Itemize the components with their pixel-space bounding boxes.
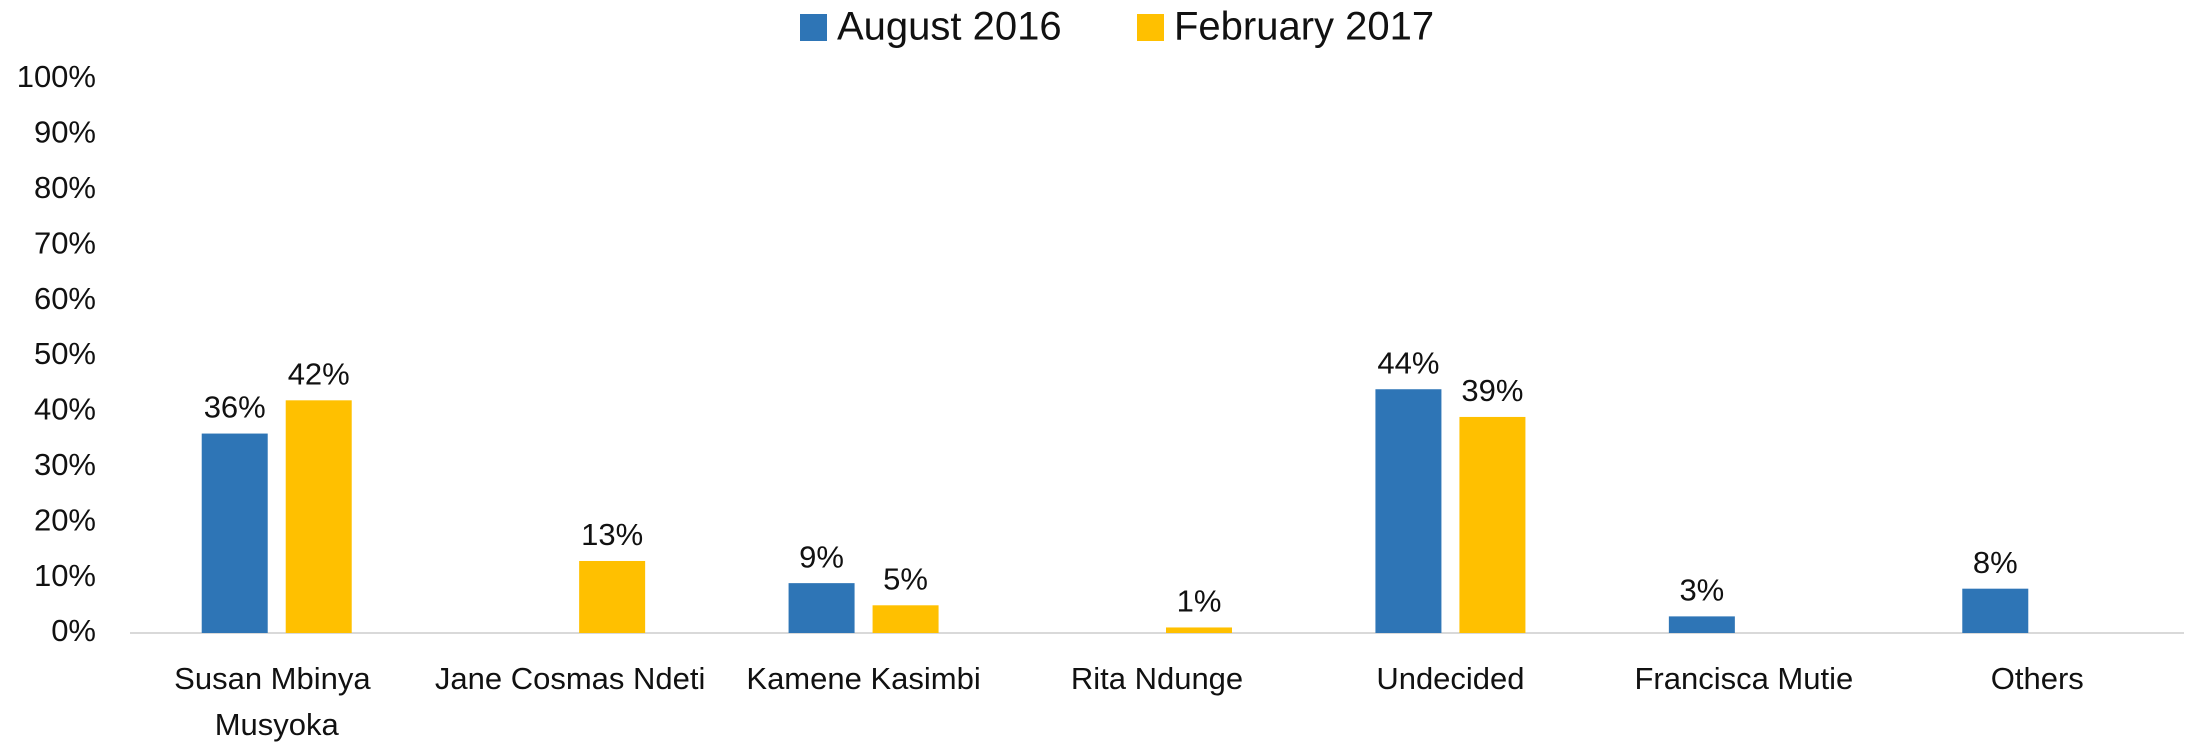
data-label: 36% xyxy=(204,390,266,425)
data-label: 5% xyxy=(883,561,928,596)
bar xyxy=(201,433,268,633)
y-tick-label: 10% xyxy=(34,558,96,593)
x-tick-label-line: Susan Mbinya xyxy=(174,661,379,696)
y-tick-label: 70% xyxy=(34,225,96,260)
y-tick-label: 30% xyxy=(34,447,96,482)
data-label: 39% xyxy=(1461,373,1523,408)
bar xyxy=(1668,616,1735,633)
bar xyxy=(1962,588,2029,633)
bar xyxy=(285,400,352,633)
x-tick-label: Susan Mbinya Musyoka xyxy=(174,661,379,742)
data-label: 42% xyxy=(288,357,350,392)
legend-text: August 2016 xyxy=(837,5,1062,49)
bar xyxy=(788,583,855,633)
y-tick-label: 20% xyxy=(34,502,96,537)
y-tick-label: 60% xyxy=(34,281,96,316)
x-tick-label: Rita Ndunge xyxy=(1071,661,1243,696)
data-label: 8% xyxy=(1973,545,2018,580)
bar xyxy=(1166,627,1232,633)
y-tick-label: 100% xyxy=(17,59,96,94)
x-tick-label: Jane Cosmas Ndeti xyxy=(435,661,706,696)
data-label: 1% xyxy=(1177,584,1222,619)
legend-text: February 2017 xyxy=(1174,5,1434,49)
x-tick-label: Undecided xyxy=(1376,661,1524,696)
data-label: 9% xyxy=(799,539,844,574)
x-tick-label: Francisca Mutie xyxy=(1634,661,1853,696)
x-tick-label: Others xyxy=(1991,661,2084,696)
x-tick-label-line: Musyoka xyxy=(215,707,340,742)
legend-swatch xyxy=(1137,14,1164,41)
data-label: 13% xyxy=(581,517,643,552)
y-tick-label: 80% xyxy=(34,170,96,205)
data-label: 44% xyxy=(1377,345,1439,380)
y-tick-label: 90% xyxy=(34,115,96,150)
bar xyxy=(1459,416,1526,633)
y-tick-label: 50% xyxy=(34,336,96,371)
bar xyxy=(1375,389,1442,633)
y-tick-label: 40% xyxy=(34,392,96,427)
data-label: 3% xyxy=(1679,573,1724,608)
bar xyxy=(579,560,646,633)
x-tick-label: Kamene Kasimbi xyxy=(746,661,980,696)
legend-swatch xyxy=(800,14,827,41)
y-tick-label: 0% xyxy=(51,613,96,648)
bar xyxy=(872,605,939,633)
